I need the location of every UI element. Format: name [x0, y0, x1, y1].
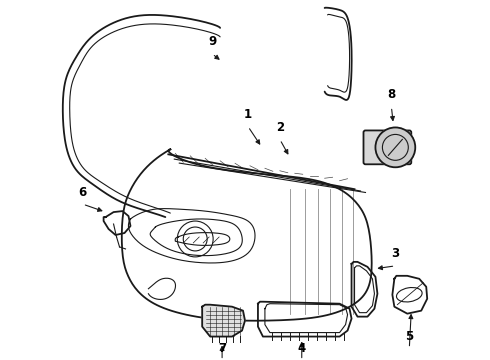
Polygon shape	[202, 305, 245, 337]
Text: 8: 8	[387, 88, 395, 101]
Text: 9: 9	[208, 35, 216, 48]
Text: 2: 2	[276, 121, 284, 134]
Text: 5: 5	[405, 330, 414, 343]
Circle shape	[375, 127, 415, 167]
Text: 4: 4	[297, 342, 306, 355]
Text: 1: 1	[244, 108, 252, 121]
FancyBboxPatch shape	[364, 130, 411, 164]
Text: 6: 6	[78, 186, 87, 199]
Text: 3: 3	[392, 247, 399, 260]
Text: 7: 7	[218, 342, 226, 355]
